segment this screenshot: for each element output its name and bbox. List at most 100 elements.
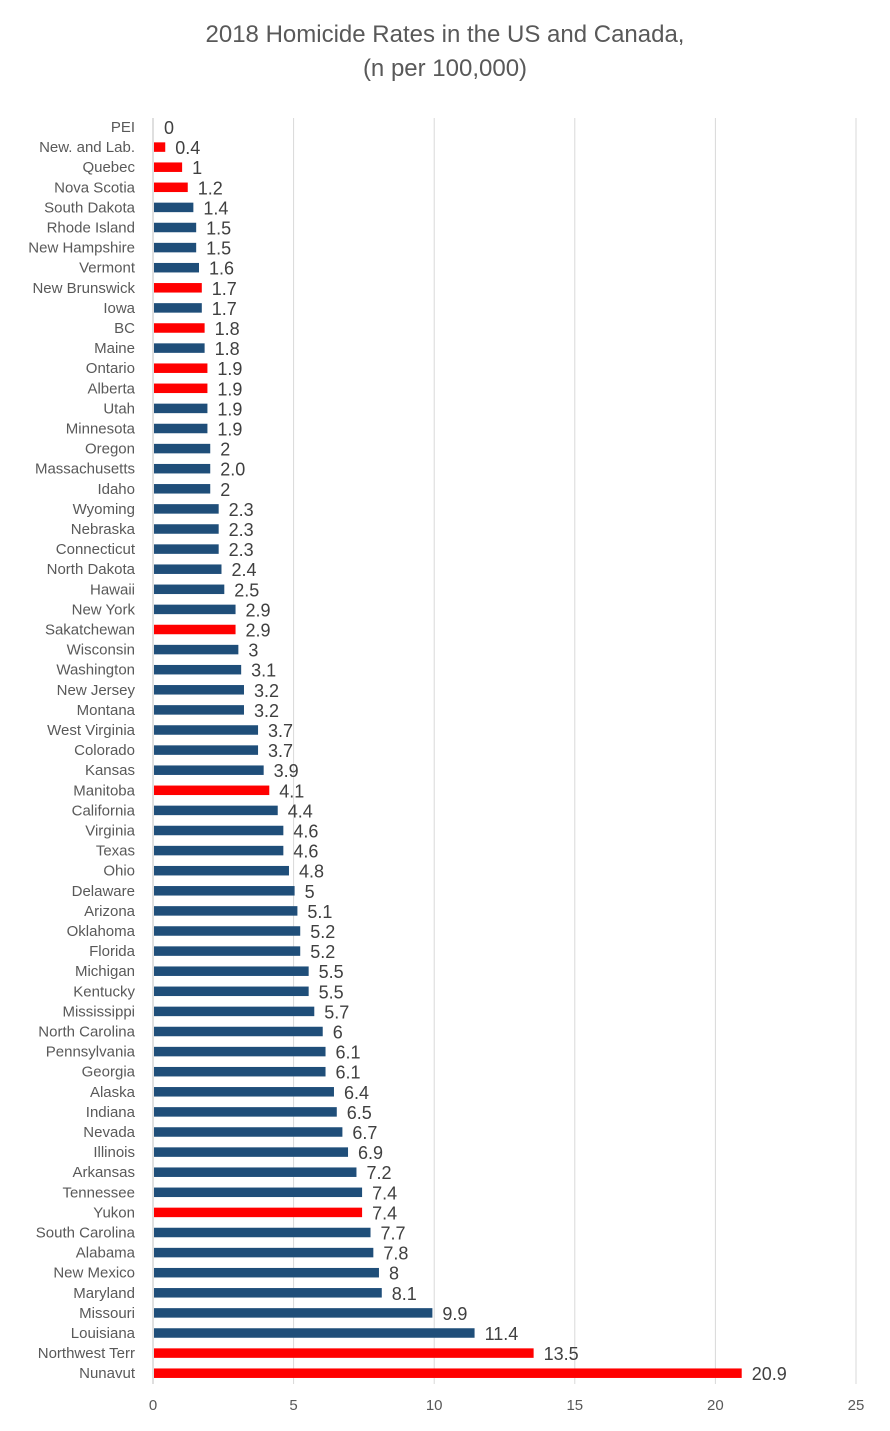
data-label: 5.5: [319, 962, 344, 982]
category-label: New Jersey: [57, 682, 136, 699]
category-label: Ohio: [103, 863, 135, 880]
bar: [154, 1328, 475, 1338]
bar: [154, 986, 309, 997]
bar: [154, 825, 284, 836]
category-label: New Mexico: [53, 1265, 135, 1282]
data-label: 1.7: [212, 299, 237, 319]
data-label: 5: [305, 882, 315, 902]
bar: [154, 1046, 326, 1057]
data-label: 5.5: [319, 982, 344, 1002]
category-label: Montana: [77, 702, 136, 719]
bar: [154, 403, 208, 414]
category-label: Sakatchewan: [45, 622, 135, 639]
category-label: South Carolina: [36, 1225, 136, 1242]
bar: [154, 524, 219, 534]
data-label: 7.4: [372, 1203, 397, 1223]
category-label: Arkansas: [72, 1164, 135, 1181]
data-label: 4.6: [293, 842, 318, 862]
bars: [154, 142, 742, 1378]
data-label: 3.7: [268, 741, 293, 761]
bar: [154, 383, 208, 394]
bar: [154, 1308, 433, 1318]
category-label: Michigan: [75, 963, 135, 980]
data-label: 2.4: [231, 560, 256, 580]
bar: [154, 624, 236, 635]
category-label: Washington: [56, 662, 135, 679]
data-label: 2.3: [229, 500, 254, 520]
bar: [154, 343, 205, 353]
data-label: 2.9: [246, 600, 271, 620]
x-tick-label: 20: [707, 1397, 724, 1414]
category-label: Maryland: [73, 1285, 135, 1302]
category-label: Northwest Terr: [38, 1345, 135, 1362]
data-label: 1.8: [215, 319, 240, 339]
chart-subtitle: (n per 100,000): [362, 55, 528, 82]
category-label: Quebec: [82, 159, 135, 176]
data-label: 7.8: [383, 1244, 408, 1264]
bar: [154, 1006, 315, 1017]
data-label: 6.1: [336, 1063, 361, 1083]
category-label: Alaska: [90, 1084, 136, 1101]
bar: [154, 705, 244, 715]
category-label: Idaho: [97, 481, 135, 498]
data-label: 13.5: [544, 1344, 579, 1364]
bar: [154, 664, 242, 675]
bar: [154, 584, 225, 595]
bar: [154, 443, 211, 454]
data-label: 4.8: [299, 862, 324, 882]
bar: [154, 785, 270, 796]
bar: [154, 484, 211, 494]
category-label: North Dakota: [47, 561, 136, 578]
gridlines: [293, 118, 857, 1384]
bar: [154, 162, 183, 172]
data-label: 1.9: [217, 399, 242, 419]
category-label: Minnesota: [66, 421, 136, 438]
category-label: Nebraska: [71, 521, 136, 538]
data-label: 2.3: [229, 540, 254, 560]
category-label: Illinois: [93, 1144, 135, 1161]
data-label: 5.1: [307, 902, 332, 922]
category-label: Texas: [96, 843, 135, 860]
x-tick-label: 15: [566, 1397, 583, 1414]
bar: [154, 966, 309, 976]
data-label: 0.4: [175, 138, 200, 158]
category-label: Vermont: [79, 260, 136, 277]
bar: [154, 1066, 326, 1077]
data-label: 3.2: [254, 701, 279, 721]
chart-title: 2018 Homicide Rates in the US and Canada…: [0, 18, 890, 86]
bar: [154, 1026, 323, 1037]
data-label: 1.7: [212, 279, 237, 299]
category-label: New York: [72, 601, 136, 618]
data-label: 3.2: [254, 681, 279, 701]
category-label: New Brunswick: [32, 280, 135, 297]
data-label: 7.2: [366, 1163, 391, 1183]
bar: [154, 725, 259, 735]
bar: [154, 363, 208, 373]
category-label: Kansas: [85, 762, 135, 779]
category-label: Massachusetts: [35, 461, 135, 478]
data-label: 4.4: [288, 801, 313, 821]
category-label: Connecticut: [56, 541, 136, 558]
category-label: Virginia: [85, 823, 135, 840]
bar: [154, 1147, 349, 1157]
data-label: 2: [220, 440, 230, 460]
category-label: Alabama: [76, 1245, 136, 1262]
category-label: BC: [114, 320, 135, 337]
category-label: PEI: [111, 119, 135, 136]
bar: [154, 504, 219, 514]
x-tick-label: 5: [289, 1397, 297, 1414]
data-label: 8: [389, 1264, 399, 1284]
bar: [154, 845, 284, 856]
bar: [154, 765, 264, 775]
data-label: 1.4: [203, 198, 228, 218]
category-label: Louisiana: [71, 1325, 136, 1342]
category-label: New. and Lab.: [39, 139, 135, 156]
data-label: 7.7: [381, 1224, 406, 1244]
bar: [154, 1288, 382, 1298]
data-label: 1.9: [217, 359, 242, 379]
category-label: Florida: [89, 943, 136, 960]
data-label: 1.2: [198, 178, 223, 198]
bar: [154, 283, 202, 293]
data-label: 6.5: [347, 1103, 372, 1123]
bar: [154, 202, 194, 213]
